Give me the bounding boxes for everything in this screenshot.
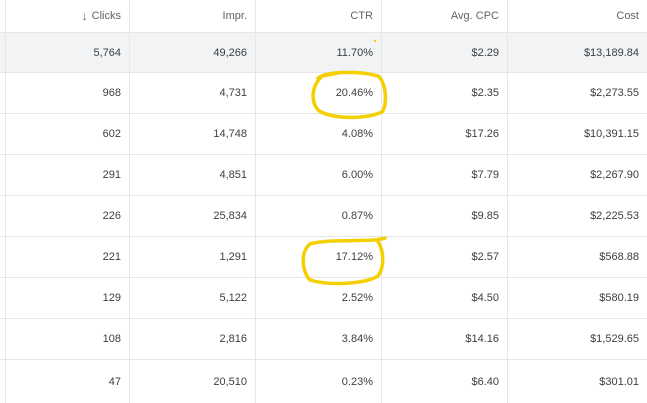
cell-avg-cpc: $2.29	[382, 33, 508, 72]
table-row[interactable]: 602 14,748 4.08% $17.26 $10,391.15	[0, 114, 647, 155]
table-row[interactable]: 291 4,851 6.00% $7.79 $2,267.90	[0, 155, 647, 196]
cell-avg-cpc: $6.40	[382, 360, 508, 403]
cell-cost: $580.19	[599, 292, 639, 304]
cell-clicks: 129	[6, 278, 130, 318]
row-gutter	[0, 33, 6, 72]
cell-impr: 25,834	[130, 196, 256, 236]
cell-impr: 5,122	[130, 278, 256, 318]
cell-clicks: 5,764	[6, 33, 130, 72]
cell-cost: $2,225.53	[590, 210, 639, 222]
cell-ctr: 17.12%	[256, 237, 382, 277]
row-gutter	[0, 319, 6, 359]
table-row[interactable]: 129 5,122 2.52% $4.50 $580.19	[0, 278, 647, 319]
table-row[interactable]: 968 4,731 20.46% $2.35 $2,273.55	[0, 73, 647, 114]
column-header-avg-cpc[interactable]: Avg. CPC	[382, 0, 508, 32]
column-header-impr[interactable]: Impr.	[130, 0, 256, 32]
total-row: 5,764 49,266 11.70% $2.29 $13,189.84	[0, 33, 647, 73]
column-header-label: Avg. CPC	[450, 10, 499, 22]
row-gutter	[0, 114, 6, 154]
cell-ctr: 0.87%	[256, 196, 382, 236]
table-row[interactable]: 226 25,834 0.87% $9.85 $2,225.53	[0, 196, 647, 237]
cell-avg-cpc: $14.16	[382, 319, 508, 359]
cell-cost: $2,273.55	[590, 87, 639, 99]
cell-avg-cpc: $4.50	[382, 278, 508, 318]
arrow-down-icon[interactable]: ↓	[81, 9, 88, 23]
row-gutter	[0, 237, 6, 277]
cell-ctr: 6.00%	[256, 155, 382, 195]
column-header-label: Impr.	[222, 10, 247, 22]
cell-clicks: 291	[6, 155, 130, 195]
column-header-cost[interactable]: Cost	[508, 0, 647, 32]
cell-avg-cpc: $17.26	[382, 114, 508, 154]
cell-ctr: 20.46%	[256, 73, 382, 113]
cell-ctr: 3.84%	[256, 319, 382, 359]
cell-impr: 4,851	[130, 155, 256, 195]
table-row[interactable]: 221 1,291 17.12% $2.57 $568.88	[0, 237, 647, 278]
table-header-row: ↓ Clicks Impr. CTR Avg. CPC Cost	[0, 0, 647, 33]
cell-clicks: 47	[6, 360, 130, 403]
cell-avg-cpc: $7.79	[382, 155, 508, 195]
cell-ctr: 2.52%	[256, 278, 382, 318]
column-header-clicks[interactable]: ↓ Clicks	[6, 0, 130, 32]
cell-clicks: 226	[6, 196, 130, 236]
cell-impr: 2,816	[130, 319, 256, 359]
column-header-label: Clicks	[91, 10, 121, 22]
cell-cost: $10,391.15	[583, 128, 639, 140]
row-gutter	[0, 155, 6, 195]
table-row[interactable]: 47 20,510 0.23% $6.40 $301.01	[0, 360, 647, 403]
cell-ctr: 4.08%	[256, 114, 382, 154]
row-gutter	[0, 0, 6, 32]
cell-cost: $13,189.84	[583, 46, 639, 59]
cell-impr: 14,748	[130, 114, 256, 154]
row-gutter	[0, 196, 6, 236]
cell-impr: 4,731	[130, 73, 256, 113]
cell-ctr: 11.70%	[256, 33, 382, 72]
column-header-ctr[interactable]: CTR	[256, 0, 382, 32]
cell-clicks: 221	[6, 237, 130, 277]
cell-avg-cpc: $2.35	[382, 73, 508, 113]
cell-clicks: 108	[6, 319, 130, 359]
cell-clicks: 602	[6, 114, 130, 154]
row-gutter	[0, 73, 6, 113]
cell-impr: 1,291	[130, 237, 256, 277]
cell-cost: $2,267.90	[590, 169, 639, 181]
cell-cost: $1,529.65	[590, 333, 639, 345]
column-header-label: CTR	[350, 10, 373, 22]
cell-avg-cpc: $9.85	[382, 196, 508, 236]
cell-avg-cpc: $2.57	[382, 237, 508, 277]
cell-cost: $568.88	[599, 251, 639, 263]
column-header-label: Cost	[616, 10, 639, 22]
cell-cost: $301.01	[599, 375, 639, 388]
cell-clicks: 968	[6, 73, 130, 113]
table-row[interactable]: 108 2,816 3.84% $14.16 $1,529.65	[0, 319, 647, 360]
row-gutter	[0, 278, 6, 318]
cell-impr: 49,266	[130, 33, 256, 72]
cell-impr: 20,510	[130, 360, 256, 403]
cell-ctr: 0.23%	[256, 360, 382, 403]
row-gutter	[0, 360, 6, 403]
